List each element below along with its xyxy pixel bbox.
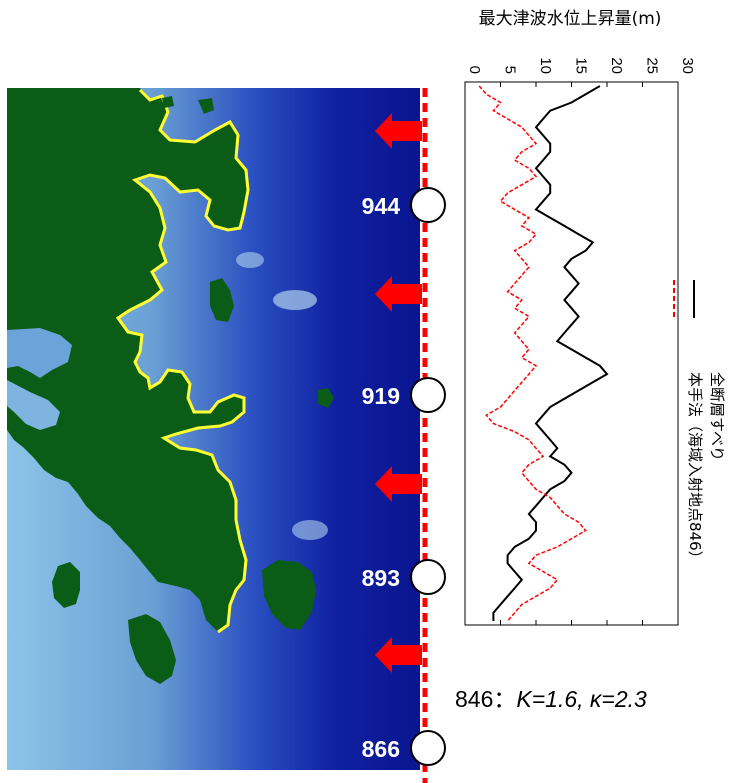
point-label-893: 893 xyxy=(362,565,400,591)
island xyxy=(128,614,176,684)
point-label-866: 866 xyxy=(362,736,400,762)
point-label-944: 944 xyxy=(362,193,401,219)
coast-highlight xyxy=(115,88,250,634)
legend-label-solid: 全断層すべり xyxy=(708,372,726,461)
mainland xyxy=(7,88,248,632)
inner-bay xyxy=(7,380,60,430)
legend: 全断層すべり 本手法（海域入射地点846） xyxy=(673,280,726,566)
k-value: =1.6, xyxy=(531,686,590,712)
tsunami-chart: 最大津波水位上昇量(m) 0 5 10 15 20 25 30 xyxy=(464,9,696,626)
island xyxy=(52,562,80,608)
legend-label-dashed: 本手法（海域入射地点846） xyxy=(686,372,704,566)
point-marker-944 xyxy=(410,187,446,223)
point-marker-893 xyxy=(410,559,446,595)
shallow-patch xyxy=(273,290,317,310)
plot-frame xyxy=(464,81,679,626)
x-tick-label: 10 xyxy=(537,57,554,74)
wave-arrow xyxy=(375,113,422,149)
kappa-value: =2.3 xyxy=(601,686,647,712)
kappa-label: κ xyxy=(589,686,602,712)
wave-arrow xyxy=(375,276,422,312)
x-axis-ticks: 0 5 10 15 20 25 30 xyxy=(464,57,696,625)
x-tick-label: 0 xyxy=(466,66,483,74)
series-line-proposed-method xyxy=(478,85,587,622)
inner-bay xyxy=(7,328,72,378)
wave-arrow xyxy=(375,466,422,502)
point-marker-919 xyxy=(410,377,446,413)
wave-arrows xyxy=(375,113,422,673)
series-line-full-fault-slip xyxy=(492,85,609,621)
wave-arrow xyxy=(375,637,422,673)
point-marker-866 xyxy=(410,730,446,766)
x-tick-label: 25 xyxy=(644,57,661,74)
shallow-patch xyxy=(292,520,328,540)
island xyxy=(162,96,174,108)
parameter-annotation: 846：K=1.6, κ=2.3 xyxy=(455,680,647,714)
x-tick-label: 30 xyxy=(679,57,696,74)
x-tick-label: 5 xyxy=(502,66,519,74)
x-tick-label: 15 xyxy=(573,57,590,74)
point-label-919: 919 xyxy=(362,383,400,409)
point-markers: 944 919 893 866 xyxy=(362,187,446,766)
coastal-map xyxy=(7,88,420,770)
k-label: K xyxy=(516,686,532,712)
x-tick-label: 20 xyxy=(608,57,625,74)
island xyxy=(210,278,234,322)
x-axis-title: 最大津波水位上昇量(m) xyxy=(479,9,662,29)
island xyxy=(318,388,334,408)
island xyxy=(262,560,316,630)
island xyxy=(198,98,214,114)
annotation-prefix: 846： xyxy=(455,686,517,712)
shallow-patch xyxy=(236,252,264,268)
series-lines xyxy=(478,85,609,622)
